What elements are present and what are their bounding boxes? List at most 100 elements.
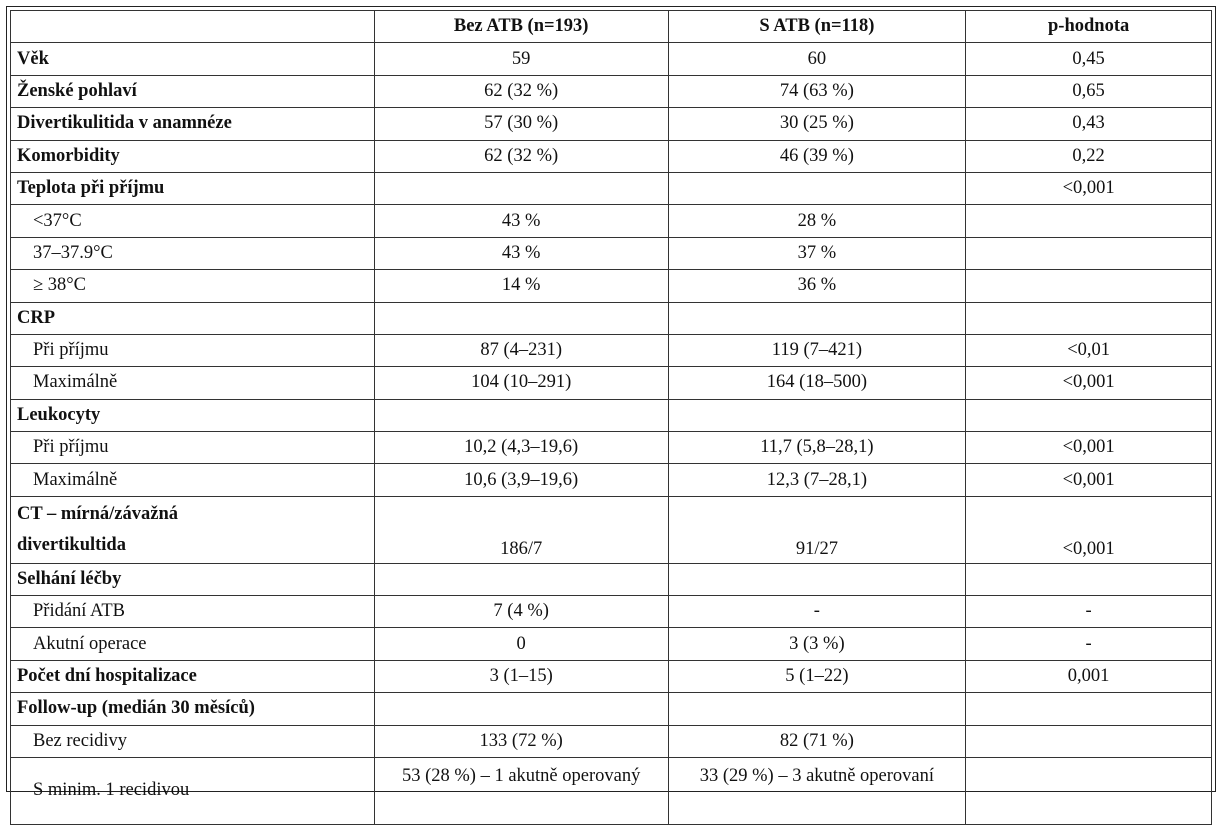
table-cell: 87 (4–231) — [373, 333, 669, 368]
table-cell: 10,6 (3,9–19,6) — [373, 463, 669, 497]
row-label: Selhání léčby — [10, 562, 375, 597]
row-label: CT – mírná/závažná divertikultida — [10, 495, 375, 564]
row-label: Při příjmu — [10, 431, 375, 465]
table-cell: 62 (32 %) — [373, 139, 669, 173]
table-row: Divertikulitida v anamnéze 57 (30 %) 30 (2… — [10, 107, 1212, 141]
table-cell — [373, 301, 669, 335]
table-cell — [965, 269, 1212, 303]
row-label: Ženské pohlaví — [10, 74, 375, 109]
table-cell: <0,01 — [965, 333, 1212, 368]
table-cell: 53 (28 %) – 1 akutně operovaný — [373, 757, 669, 825]
row-label: CRP — [10, 301, 375, 335]
table-cell — [965, 204, 1212, 238]
table-cell: 0,43 — [965, 107, 1212, 141]
row-label: Maximálně — [10, 463, 375, 497]
table-cell — [965, 757, 1212, 825]
table-row: Počet dní hospitalizace 3 (1–15) 5 (1–22) 0… — [10, 659, 1212, 694]
row-label: Maximálně — [10, 366, 375, 400]
table-row: Teplota při příjmu <0,001 — [10, 171, 1212, 206]
table-cell — [667, 171, 967, 206]
header-cell — [10, 9, 375, 44]
table-row: Ženské pohlaví 62 (32 %) 74 (63 %) 0,65 — [10, 74, 1212, 109]
table-cell — [965, 562, 1212, 597]
table-cell: 82 (71 %) — [667, 724, 967, 759]
table-cell: 0 — [373, 627, 669, 661]
table-row: Při příjmu 10,2 (4,3–19,6) 11,7 (5,8–28,1)… — [10, 431, 1212, 465]
table-cell: 3 (1–15) — [373, 659, 669, 694]
table-cell: 0,65 — [965, 74, 1212, 109]
table-cell — [373, 398, 669, 433]
table-cell: 164 (18–500) — [667, 366, 967, 400]
table-cell — [965, 724, 1212, 759]
table-row: Komorbidity 62 (32 %) 46 (39 %) 0,22 — [10, 139, 1212, 173]
table-cell: 10,2 (4,3–19,6) — [373, 431, 669, 465]
table-cell: 133 (72 %) — [373, 724, 669, 759]
table-cell: 91/27 — [667, 495, 967, 564]
table-cell: 30 (25 %) — [667, 107, 967, 141]
table-row: Leukocyty — [10, 398, 1212, 433]
row-label: Věk — [10, 42, 375, 76]
table-cell: 60 — [667, 42, 967, 76]
table-cell: - — [965, 627, 1212, 661]
table-cell — [373, 171, 669, 206]
table-cell: 57 (30 %) — [373, 107, 669, 141]
table-cell — [667, 562, 967, 597]
table-cell — [667, 301, 967, 335]
table-cell: 186/7 — [373, 495, 669, 564]
results-table: Bez ATB (n=193) S ATB (n=118) p-hodnota … — [10, 9, 1212, 825]
row-label: Přidání ATB — [10, 595, 375, 629]
table-row: Věk 59 60 0,45 — [10, 42, 1212, 76]
row-label: Při příjmu — [10, 333, 375, 368]
table-row: Akutní operace 0 3 (3 %) - — [10, 627, 1212, 661]
table-row: Maximálně 10,6 (3,9–19,6) 12,3 (7–28,1) <0,… — [10, 463, 1212, 497]
table-cell: <0,001 — [965, 431, 1212, 465]
table-cell — [373, 692, 669, 726]
row-label: ≥ 38°C — [10, 269, 375, 303]
header-row: Bez ATB (n=193) S ATB (n=118) p-hodnota — [10, 9, 1212, 44]
table-cell — [667, 692, 967, 726]
row-label: S minim. 1 recidivou — [10, 757, 375, 825]
table-row: Maximálně 104 (10–291) 164 (18–500) <0,001 — [10, 366, 1212, 400]
table-row: Při příjmu 87 (4–231) 119 (7–421) <0,01 — [10, 333, 1212, 368]
table-cell: 33 (29 %) – 3 akutně operovaní — [667, 757, 967, 825]
table-row: Bez recidivy 133 (72 %) 82 (71 %) — [10, 724, 1212, 759]
table-cell: <0,001 — [965, 495, 1212, 564]
table-row: S minim. 1 recidivou 53 (28 %) – 1 akutně… — [10, 757, 1212, 825]
table-cell — [965, 236, 1212, 271]
table-row: Follow-up (medián 30 měsíců) — [10, 692, 1212, 726]
table-cell: 0,001 — [965, 659, 1212, 694]
header-cell: Bez ATB (n=193) — [373, 9, 669, 44]
header-cell: S ATB (n=118) — [667, 9, 967, 44]
row-label: Bez recidivy — [10, 724, 375, 759]
row-label: Komorbidity — [10, 139, 375, 173]
table-cell — [965, 301, 1212, 335]
table-row: ≥ 38°C 14 % 36 % — [10, 269, 1212, 303]
row-label: Divertikulitida v anamnéze — [10, 107, 375, 141]
table-cell — [965, 692, 1212, 726]
table-cell: 0,22 — [965, 139, 1212, 173]
table-cell: 74 (63 %) — [667, 74, 967, 109]
table-cell: 62 (32 %) — [373, 74, 669, 109]
table-cell: <0,001 — [965, 463, 1212, 497]
table-row: Selhání léčby — [10, 562, 1212, 597]
table-cell: 37 % — [667, 236, 967, 271]
table-cell: 28 % — [667, 204, 967, 238]
table-cell: 36 % — [667, 269, 967, 303]
table-cell: - — [667, 595, 967, 629]
table-cell: <0,001 — [965, 171, 1212, 206]
table-cell: 46 (39 %) — [667, 139, 967, 173]
header-cell: p-hodnota — [965, 9, 1212, 44]
row-label: 37–37.9°C — [10, 236, 375, 271]
table-row: <37°C 43 % 28 % — [10, 204, 1212, 238]
table-cell: 12,3 (7–28,1) — [667, 463, 967, 497]
table-row: 37–37.9°C 43 % 37 % — [10, 236, 1212, 271]
table-cell: 104 (10–291) — [373, 366, 669, 400]
table-cell: 59 — [373, 42, 669, 76]
row-label: Teplota při příjmu — [10, 171, 375, 206]
table-cell: 3 (3 %) — [667, 627, 967, 661]
row-label: Follow-up (medián 30 měsíců) — [10, 692, 375, 726]
row-label: Leukocyty — [10, 398, 375, 433]
table-cell: 11,7 (5,8–28,1) — [667, 431, 967, 465]
table-cell: 0,45 — [965, 42, 1212, 76]
table-cell: <0,001 — [965, 366, 1212, 400]
